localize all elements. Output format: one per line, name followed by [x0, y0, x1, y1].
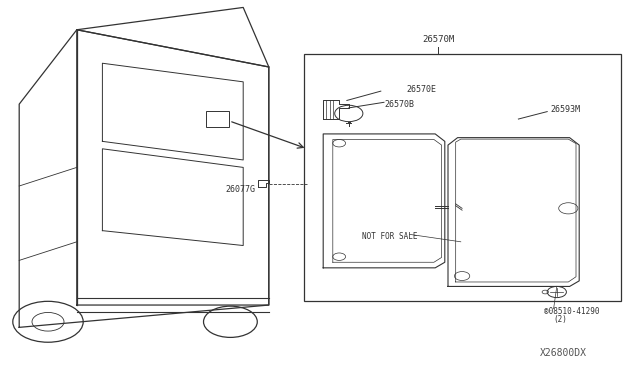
Text: NOT FOR SALE: NOT FOR SALE: [362, 232, 417, 241]
Text: 26570E: 26570E: [406, 85, 436, 94]
Text: X26800DX: X26800DX: [540, 349, 587, 358]
FancyBboxPatch shape: [206, 111, 229, 127]
Text: ®08510-41290: ®08510-41290: [544, 307, 600, 316]
Text: 26077G: 26077G: [226, 185, 256, 194]
Text: 26570B: 26570B: [384, 100, 414, 109]
Text: (2): (2): [554, 315, 568, 324]
Text: 26593M: 26593M: [550, 105, 580, 114]
Bar: [304, 54, 621, 301]
Text: 26570M: 26570M: [422, 35, 454, 44]
